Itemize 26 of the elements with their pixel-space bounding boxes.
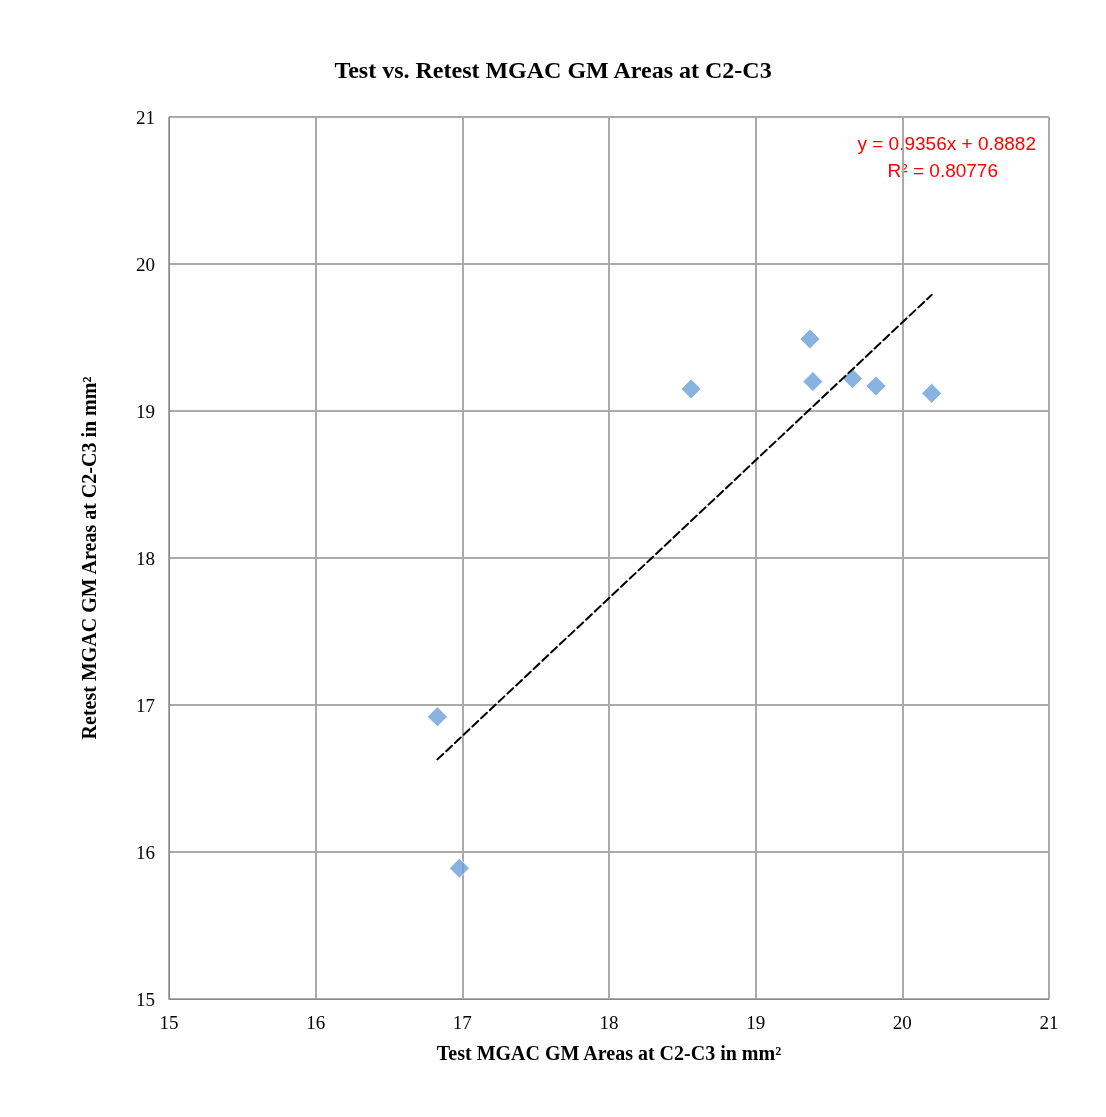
point [921, 382, 943, 404]
point [802, 371, 824, 393]
x-tick-label: 19 [746, 1012, 766, 1033]
annotation: y = 0.9356x + 0.8882 [857, 133, 1037, 154]
y-tick-label: 18 [136, 547, 155, 569]
point [841, 368, 863, 390]
x-tick-label: 20 [892, 1012, 912, 1033]
x-tick-label: 15 [159, 1012, 179, 1033]
x-tick-label: 21 [1039, 1012, 1059, 1033]
y-tick-label: 17 [136, 694, 155, 716]
y-tick-label: 15 [136, 988, 155, 1010]
x-axis-title: Test MGAC GM Areas at C2-C3 in mm² [436, 1042, 782, 1064]
y-tick-label: 16 [136, 841, 155, 863]
y-tick-label: 21 [136, 106, 155, 128]
y-tick-label: 19 [136, 400, 155, 422]
point [448, 857, 470, 879]
y-axis-title: Retest MGAC GM Areas at C2-C3 in mm² [78, 376, 100, 740]
x-tick-label: 17 [452, 1012, 472, 1033]
chart-title: Test vs. Retest MGAC GM Areas at C2-C3 [334, 57, 772, 83]
point [426, 706, 448, 728]
x-tick-label: 16 [306, 1012, 326, 1033]
point [680, 378, 702, 400]
point [865, 375, 887, 397]
y-tick-label: 20 [136, 253, 155, 275]
point [799, 328, 821, 350]
x-tick-label: 18 [599, 1012, 619, 1033]
